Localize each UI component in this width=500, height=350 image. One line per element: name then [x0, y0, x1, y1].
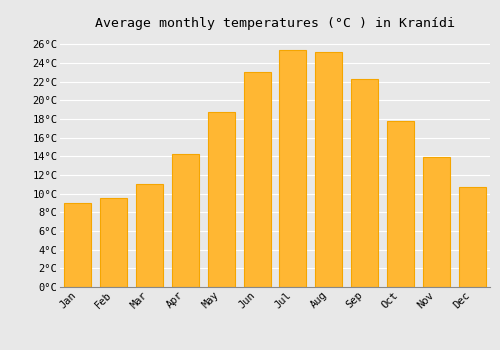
Bar [280, 50, 306, 287]
Bar [136, 184, 163, 287]
Bar [208, 112, 234, 287]
Bar [387, 121, 414, 287]
Bar [172, 154, 199, 287]
Bar [244, 72, 270, 287]
Bar [423, 157, 450, 287]
Bar [100, 198, 127, 287]
Bar [64, 203, 92, 287]
Bar [458, 187, 485, 287]
Bar [316, 52, 342, 287]
Title: Average monthly temperatures (°C ) in Kranídi: Average monthly temperatures (°C ) in Kr… [95, 17, 455, 30]
Bar [351, 79, 378, 287]
